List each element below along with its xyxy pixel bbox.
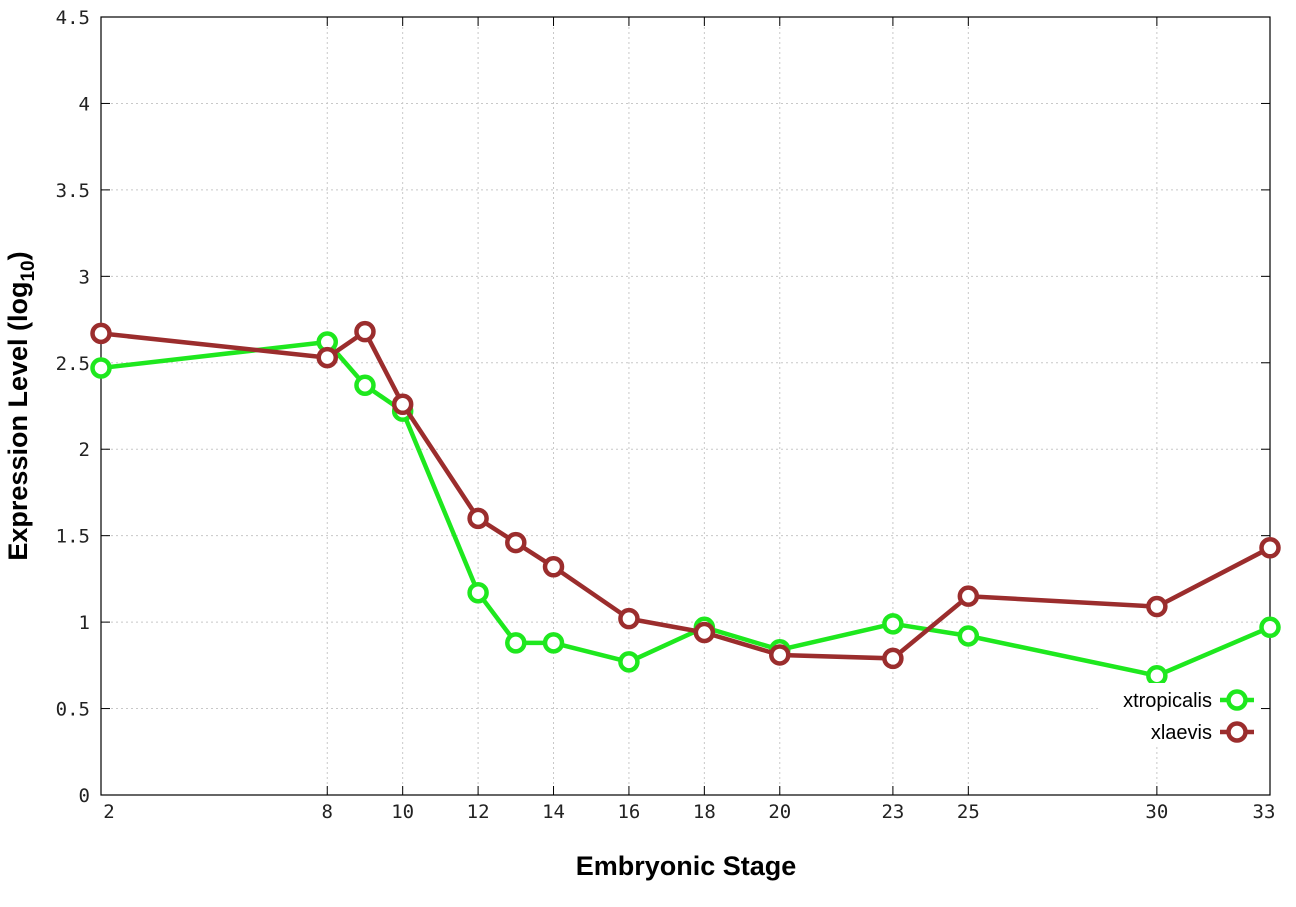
data-point-xlaevis — [391, 393, 414, 416]
y-tick-label: 2 — [79, 439, 90, 461]
x-tick-label: 10 — [391, 801, 414, 823]
x-tick-label: 12 — [467, 801, 490, 823]
x-tick-label: 33 — [1253, 801, 1276, 823]
data-point-xtropicalis — [467, 581, 489, 604]
data-point-xtropicalis — [542, 632, 565, 654]
y-axis-title-subscript: 10 — [18, 260, 39, 281]
y-tick-label: 2.5 — [56, 353, 90, 375]
data-point-xlaevis — [693, 621, 716, 644]
series-xlaevis — [90, 320, 1281, 670]
series-line-xlaevis — [100, 329, 1272, 661]
legend: xtropicalis xlaevis — [1100, 683, 1260, 745]
data-point-xlaevis — [1146, 595, 1168, 618]
legend-marker-xlaevis — [1226, 721, 1248, 743]
y-tick-label: 3 — [79, 266, 90, 288]
data-point-xlaevis — [1259, 537, 1281, 559]
x-tick-label: 20 — [768, 801, 791, 823]
legend-label-xtropicalis: xtropicalis — [1123, 690, 1212, 712]
y-tick-label: 4.5 — [56, 7, 90, 29]
series-xtropicalis — [90, 331, 1281, 687]
plot-frame — [100, 16, 1271, 796]
y-tick-label: 3.5 — [56, 180, 90, 202]
y-tick-label: 1 — [79, 612, 90, 634]
legend-label-xlaevis: xlaevis — [1151, 722, 1212, 744]
data-point-xtropicalis — [1259, 616, 1281, 639]
x-tick-label: 30 — [1145, 801, 1168, 823]
x-tick-label: 16 — [617, 801, 640, 823]
data-series — [90, 320, 1281, 687]
legend-marker-xtropicalis — [1226, 689, 1248, 711]
data-point-xlaevis — [882, 647, 904, 670]
data-point-xtropicalis — [618, 651, 640, 673]
x-tick-label: 14 — [542, 801, 565, 823]
y-tick-label: 0 — [79, 785, 90, 807]
x-tick-label: 25 — [957, 801, 980, 823]
data-point-xlaevis — [618, 607, 640, 630]
series-line-xtropicalis — [100, 339, 1271, 678]
data-point-xlaevis — [90, 322, 112, 345]
x-tick-label: 23 — [881, 801, 904, 823]
x-tick-label: 2 — [103, 801, 114, 823]
data-point-xlaevis — [316, 346, 339, 369]
data-point-xlaevis — [957, 585, 980, 607]
grid-lines — [101, 17, 1270, 795]
y-tick-label: 4 — [79, 93, 90, 115]
x-tick-label: 8 — [322, 801, 333, 823]
y-axis-title: Expression Level (log10) — [3, 251, 39, 560]
x-axis-title: Embryonic Stage — [576, 851, 797, 881]
data-point-xlaevis — [542, 556, 565, 578]
data-point-xlaevis — [769, 644, 791, 666]
y-axis-title-close: ) — [3, 251, 33, 260]
data-point-xtropicalis — [882, 613, 904, 635]
data-point-xlaevis — [505, 531, 527, 554]
data-point-xtropicalis — [354, 374, 376, 397]
data-point-xtropicalis — [505, 632, 527, 654]
data-point-xlaevis — [467, 507, 489, 530]
x-tick-label: 18 — [693, 801, 716, 823]
y-tick-label: 0.5 — [56, 699, 90, 721]
data-point-xlaevis — [354, 320, 376, 343]
y-axis-title-main: Expression Level (log — [3, 282, 33, 561]
data-point-xtropicalis — [957, 625, 980, 647]
data-point-xtropicalis — [90, 357, 112, 379]
data-point-xtropicalis — [1146, 664, 1168, 687]
y-tick-label: 1.5 — [56, 526, 90, 548]
axis-ticks: 0 0.5 1 1.5 2 2.5 3 3.5 4 4.5 2 8 10 12 14 16 18 20 23 25 30… — [56, 7, 1276, 823]
